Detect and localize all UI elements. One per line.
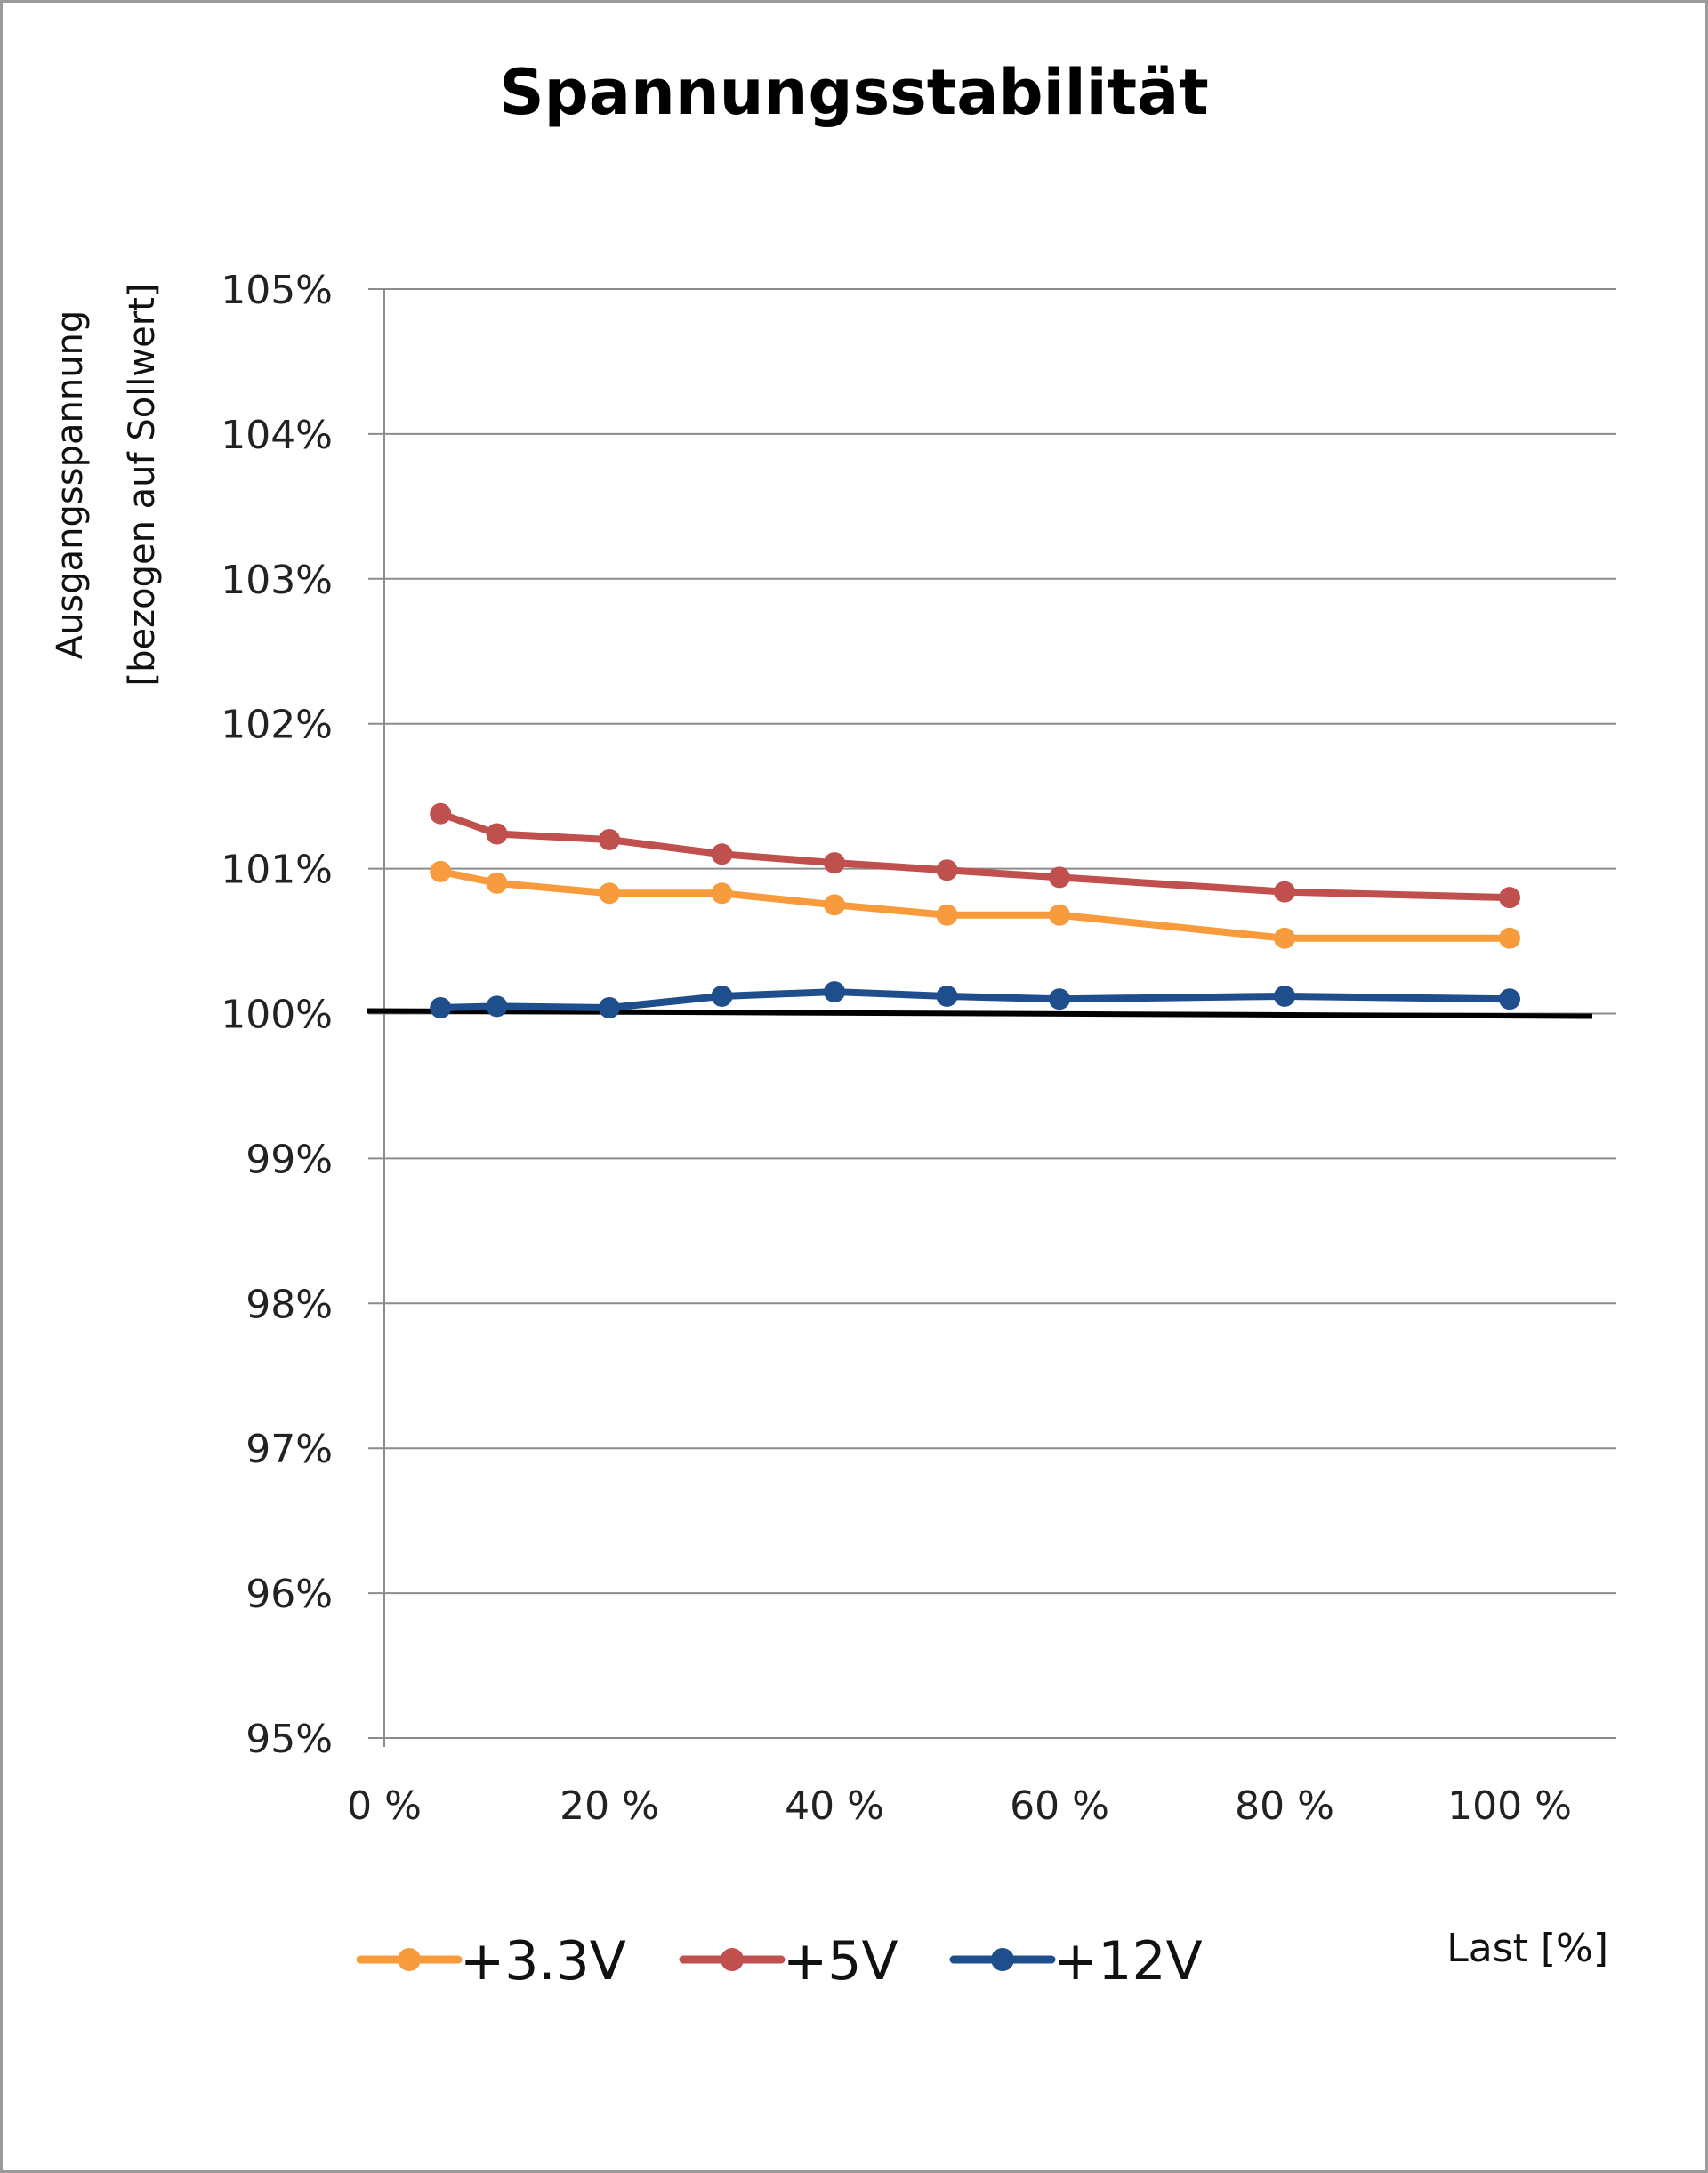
legend-item-1: +5V (679, 1930, 898, 1992)
y-axis-label-line-2: [bezogen auf Sollwert] (122, 284, 163, 687)
y-tick-label: 95% (246, 1717, 333, 1762)
series-1 (430, 802, 1520, 909)
data-point (711, 985, 733, 1007)
x-tick-label: 20 % (560, 1783, 659, 1829)
legend-label: +5V (783, 1930, 898, 1992)
data-point (936, 859, 958, 881)
legend-swatch-marker (398, 1948, 421, 1971)
y-tick-label: 98% (246, 1282, 333, 1327)
data-point (1499, 887, 1520, 909)
x-tick-labels: 0 % 20 % 40 % 60 % 80 % 100 % (347, 1783, 1572, 1829)
x-tick-label: 0 % (347, 1783, 422, 1829)
data-point (599, 829, 620, 851)
series-line (437, 867, 1513, 942)
legend-item-0: +3.3V (356, 1930, 626, 1992)
data-point (1049, 866, 1070, 889)
y-tick-label: 104% (221, 413, 333, 458)
data-point (711, 882, 733, 905)
series-0 (430, 860, 1520, 949)
data-point (1049, 904, 1070, 926)
axes (366, 289, 1593, 1747)
series-lines (430, 802, 1520, 1018)
x-tick-label: 100 % (1447, 1783, 1572, 1829)
legend-swatch-marker (991, 1948, 1014, 1971)
series-line (437, 809, 1513, 902)
data-point (486, 823, 508, 845)
data-point (824, 894, 845, 916)
data-point (599, 882, 620, 905)
data-point (486, 872, 508, 894)
x-tick-label: 80 % (1235, 1783, 1334, 1829)
x-tick-label: 60 % (1010, 1783, 1109, 1829)
legend: +3.3V +5V +12V (356, 1930, 1203, 1992)
series-2 (430, 981, 1520, 1018)
legend-item-2: +12V (949, 1930, 1203, 1992)
x-axis-label: Last [%] (1446, 1926, 1608, 1971)
data-point (1274, 927, 1295, 949)
data-point (1499, 927, 1520, 949)
legend-label: +3.3V (460, 1930, 626, 1992)
data-point (936, 985, 958, 1007)
data-point (430, 802, 452, 825)
y-tick-label: 105% (221, 268, 333, 313)
data-point (936, 904, 958, 926)
y-tick-label: 99% (246, 1137, 333, 1182)
data-point (824, 852, 845, 874)
data-point (1274, 985, 1295, 1007)
data-point (1049, 988, 1070, 1010)
data-point (1274, 881, 1295, 903)
data-point (599, 996, 620, 1018)
data-point (711, 843, 733, 865)
data-point (430, 860, 452, 882)
x-tick-label: 40 % (785, 1783, 884, 1829)
y-tick-label: 100% (221, 993, 333, 1038)
reference-line-100 (366, 1008, 1593, 1019)
data-point (430, 996, 452, 1018)
data-point (824, 981, 845, 1003)
chart-title: Spannungsstabilität (499, 56, 1208, 129)
y-axis-label-line-1: Ausgangsspannung (50, 310, 91, 660)
y-tick-label: 101% (221, 848, 333, 893)
y-tick-label: 103% (221, 558, 333, 603)
data-point (486, 995, 508, 1018)
y-tick-label: 102% (221, 703, 333, 748)
y-tick-labels: 95% 96% 97% 98% 99% 100% 101% 102% 103% 104% 105% (221, 268, 333, 1762)
legend-label: +12V (1053, 1930, 1203, 1992)
y-tick-label: 97% (246, 1427, 333, 1472)
legend-swatch-marker (721, 1948, 744, 1971)
data-point (1499, 988, 1520, 1010)
y-tick-label: 96% (246, 1572, 333, 1617)
